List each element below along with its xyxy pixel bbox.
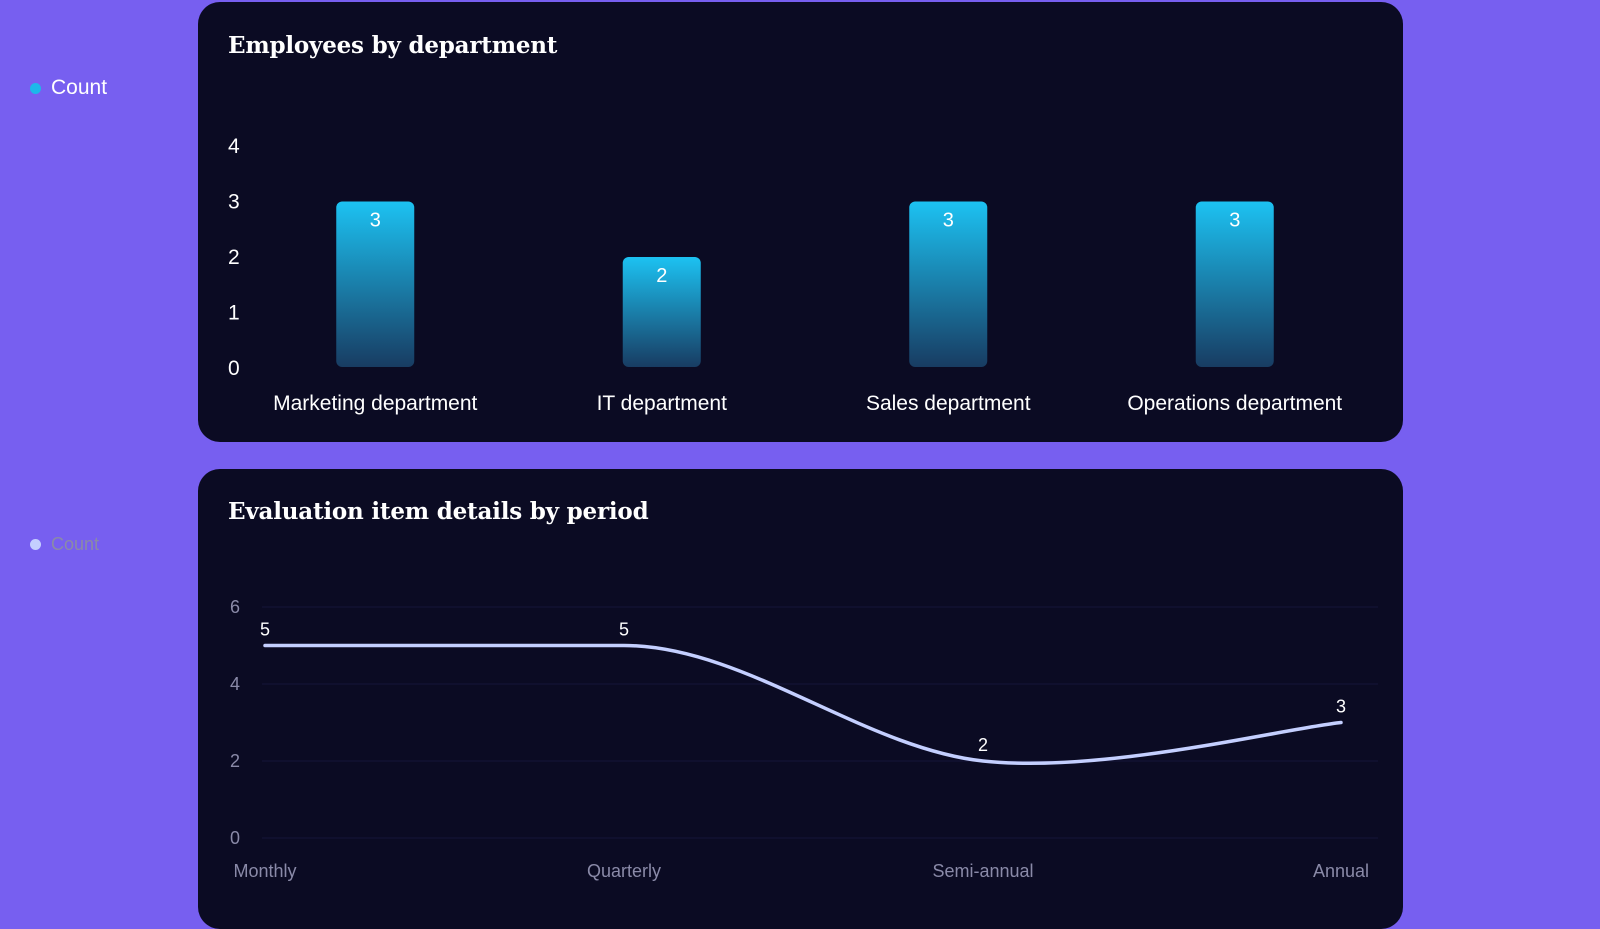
bar-chart-legend[interactable]: Count <box>30 76 107 100</box>
line-data-label: 2 <box>978 735 988 755</box>
line-chart-title: Evaluation item details by period <box>228 498 649 525</box>
bar-chart-legend-label: Count <box>51 76 108 99</box>
line-data-label: 3 <box>1336 697 1346 717</box>
bar-data-label: 3 <box>370 210 381 232</box>
legend-dot-icon <box>30 82 41 94</box>
line-data-label: 5 <box>619 620 629 640</box>
bar <box>622 257 701 367</box>
bar-x-tick-label: Operations department <box>1127 392 1342 415</box>
line-y-tick-label: 2 <box>230 751 240 771</box>
bar-chart: 0 1 2 3 4 3 Marketing department 2 IT department… <box>228 135 1342 415</box>
line-x-tick-label: Quarterly <box>587 861 661 881</box>
legend-dot-icon <box>30 539 41 550</box>
bar-y-tick-label: 1 <box>228 302 240 325</box>
bar-x-tick-label: IT department <box>597 392 728 415</box>
line-x-tick-label: Annual <box>1313 861 1369 881</box>
line-chart-legend[interactable]: Count <box>30 534 99 555</box>
bar-data-label: 2 <box>656 265 667 287</box>
bar <box>336 201 415 367</box>
bar-y-tick-label: 3 <box>228 191 240 214</box>
line-y-tick-label: 4 <box>230 674 240 694</box>
line-chart-legend-label: Count <box>51 534 100 554</box>
bar-y-tick-label: 4 <box>228 135 240 158</box>
line-x-tick-label: Semi-annual <box>932 861 1033 881</box>
bar-y-tick-label: 2 <box>228 246 240 269</box>
bar <box>909 201 988 367</box>
bar-data-label: 3 <box>943 210 954 232</box>
line-y-tick-label: 0 <box>230 828 240 848</box>
bar <box>1195 201 1274 367</box>
line-chart: 0 2 4 6 Monthly Quarterly Semi-annual Annual 5 5 2… <box>230 597 1378 881</box>
line-series-count <box>263 643 1343 765</box>
line-data-label: 5 <box>260 620 270 640</box>
line-y-tick-label: 6 <box>230 597 240 617</box>
bar-x-tick-label: Marketing department <box>273 392 477 415</box>
charts-canvas: 0 1 2 3 4 3 Marketing department 2 IT department… <box>228 135 1378 881</box>
line-x-tick-label: Monthly <box>233 861 296 881</box>
bar-data-label: 3 <box>1229 210 1240 232</box>
bar-y-tick-label: 0 <box>228 357 240 380</box>
bar-chart-title: Employees by department <box>228 32 558 59</box>
evaluation-items-by-period-card: Evaluation item details by period <box>198 469 1403 929</box>
bar-x-tick-label: Sales department <box>866 392 1031 415</box>
